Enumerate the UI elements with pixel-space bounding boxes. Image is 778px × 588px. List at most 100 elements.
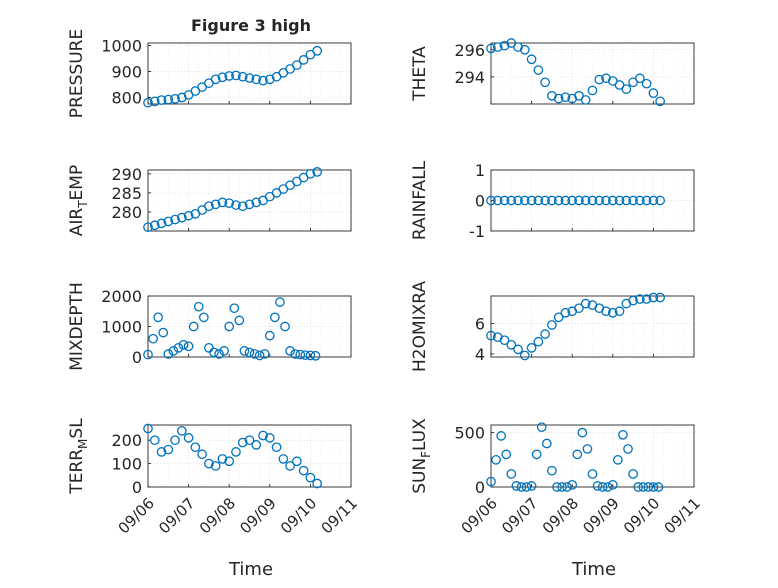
data-point (244, 73, 255, 83)
data-point (643, 482, 654, 492)
figure-title: Figure 3 high (191, 16, 311, 35)
data-point (607, 479, 618, 490)
data-point (237, 71, 248, 82)
data-point (312, 45, 323, 56)
data-point (231, 200, 241, 210)
data-point (557, 482, 567, 492)
subplot-h2omixra: 4 6 H2OMIXRA (410, 281, 695, 372)
y-tick-label: 285 (111, 184, 142, 203)
data-point (567, 195, 578, 206)
data-point (173, 342, 184, 353)
data-point (562, 482, 572, 492)
data-point (511, 481, 522, 491)
data-point (143, 423, 153, 434)
subplot-rainfall: -1 0 1 RAINFALL (410, 160, 695, 241)
data-point (183, 433, 194, 443)
data-point (492, 195, 503, 206)
y-tick-label: 0 (475, 192, 485, 211)
x-tick-label: 09/09 (236, 494, 279, 537)
data-point (501, 449, 512, 460)
data-point (587, 195, 598, 206)
data-point (149, 220, 160, 231)
data-point (156, 95, 167, 105)
data-point (560, 307, 571, 318)
data-point (210, 461, 221, 471)
data-point (197, 449, 207, 460)
data-point (621, 84, 632, 94)
x-tick-label: 09/07 (155, 494, 198, 537)
data-point (280, 321, 290, 332)
data-point (618, 429, 628, 440)
y-tick-label: 280 (111, 203, 142, 222)
data-point (271, 442, 282, 453)
data-point (499, 195, 510, 206)
data-point (312, 478, 323, 489)
data-point (292, 60, 302, 70)
data-point (168, 346, 179, 356)
data-point (560, 195, 571, 206)
data-point (156, 218, 167, 229)
data-point (533, 195, 544, 206)
y-tick-label: 1 (475, 161, 485, 180)
data-point (163, 216, 174, 227)
data-point (567, 479, 578, 490)
data-point (244, 347, 255, 358)
data-point (298, 55, 309, 65)
ylabel-4: MIXDEPTH (67, 282, 87, 371)
data-point (295, 349, 306, 360)
y-tick-label: 500 (454, 424, 485, 443)
data-point (264, 433, 275, 443)
data-point (526, 481, 537, 491)
data-point (143, 222, 153, 233)
data-point (224, 456, 235, 467)
data-point (496, 431, 506, 441)
data-point (614, 195, 625, 206)
data-point (574, 195, 584, 206)
y-tick-label: 1000 (101, 318, 142, 337)
data-point (592, 481, 603, 491)
x-tick-label: 09/08 (196, 494, 239, 537)
data-point (176, 212, 187, 223)
data-point (531, 449, 542, 460)
data-point (547, 465, 557, 476)
y-tick-label: 0 (132, 348, 142, 367)
data-point (234, 315, 245, 326)
data-point (601, 195, 611, 206)
data-point (553, 93, 564, 104)
x-tick-label: 09/07 (498, 494, 541, 537)
subplot-mixdepth: 0 1000 2000 MIXDEPTH (67, 282, 352, 371)
xlabel-left: Time (228, 559, 273, 580)
subplot-theta: 294 296 THETA (410, 38, 695, 107)
data-point (623, 444, 633, 454)
x-tick-label: 09/06 (458, 494, 501, 537)
axes-box (490, 424, 695, 488)
data-point (521, 482, 532, 492)
data-point (188, 321, 199, 332)
data-point (574, 303, 584, 314)
data-point (170, 435, 180, 446)
data-point (513, 42, 523, 52)
data-point (638, 482, 649, 492)
y-tick-label: -1 (469, 222, 485, 241)
x-tick-label: 09/11 (318, 494, 361, 537)
data-point (149, 435, 160, 446)
data-point (178, 339, 189, 350)
data-point (264, 330, 275, 341)
axes-box (490, 295, 695, 358)
data-point (170, 214, 180, 225)
data-point (641, 195, 652, 206)
data-point (219, 346, 229, 356)
data-point (163, 349, 174, 359)
y-tick-label: 290 (111, 165, 142, 184)
data-point (285, 461, 295, 471)
data-point (641, 78, 652, 89)
ylabel-3: RAINFALL (410, 160, 430, 240)
data-point (513, 344, 523, 355)
data-point (526, 195, 537, 206)
data-point (300, 350, 311, 361)
data-point (217, 197, 228, 208)
y-tick-label: 1000 (101, 37, 142, 56)
data-point (292, 456, 302, 467)
data-point (607, 307, 618, 318)
